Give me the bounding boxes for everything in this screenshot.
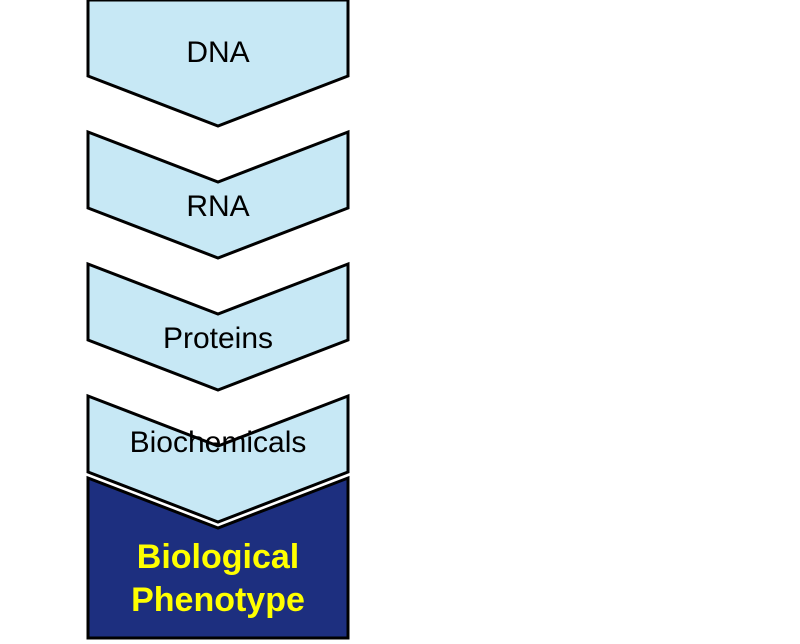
chevron-label-dna: DNA: [88, 36, 348, 70]
final-label-line1: Biological: [88, 536, 348, 579]
omics-flow-diagram: DNA RNA Proteins Biochemicals Biological…: [88, 0, 348, 644]
chevron-label-biochemicals: Biochemicals: [88, 426, 348, 460]
final-label-line2: Phenotype: [88, 579, 348, 622]
chevron-label-proteins: Proteins: [88, 322, 348, 356]
chevron-label-rna: RNA: [88, 190, 348, 224]
final-label: Biological Phenotype: [88, 536, 348, 621]
